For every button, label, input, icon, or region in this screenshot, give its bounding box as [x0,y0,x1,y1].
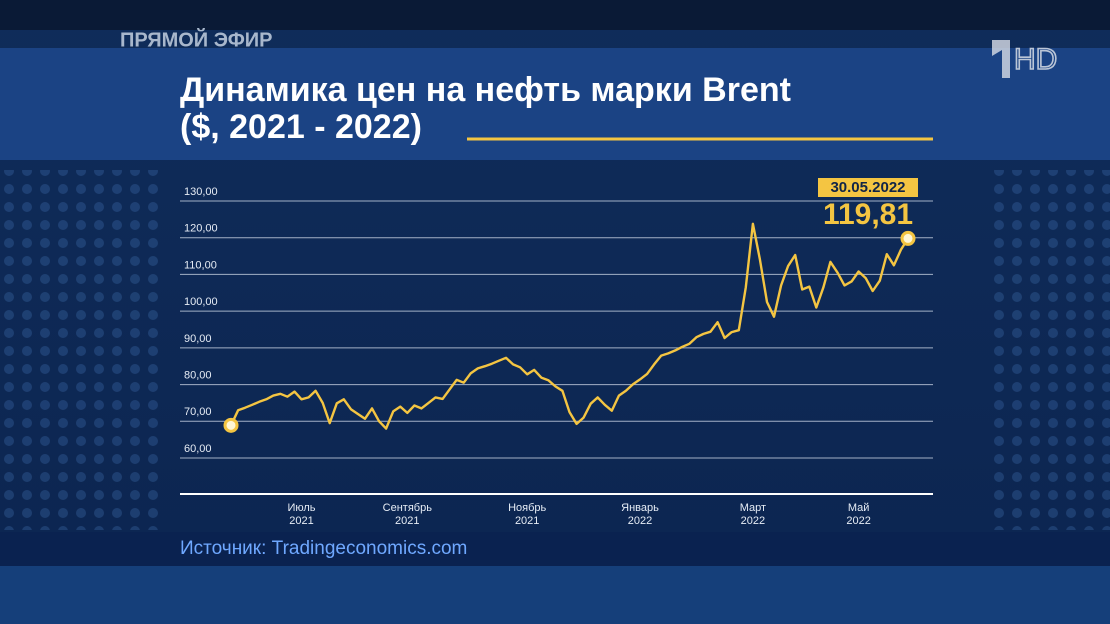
x-tick-label: Ноябрь 2021 [508,502,546,527]
x-tick-label: Сентябрь 2021 [383,502,433,527]
title-band [0,48,1110,160]
date-badge [818,178,918,197]
y-tick-label: 100,00 [184,296,218,308]
price-line [229,222,910,430]
y-tick-label: 70,00 [184,406,212,418]
y-tick-label: 130,00 [184,186,218,198]
x-tick-label: Май 2022 [846,502,870,527]
y-tick-label: 120,00 [184,223,218,235]
y-tick-label: 110,00 [184,259,217,271]
dots-right [990,170,1110,530]
y-tick-label: 60,00 [184,443,212,455]
source-band [0,532,1110,566]
channel-logo [992,40,1010,78]
live-label: ПРЯМОЙ ЭФИР [120,27,273,51]
y-tick-label: 80,00 [184,369,212,381]
end-point [223,417,239,433]
x-tick-label: Январь 2022 [621,502,659,527]
top-strip [0,0,1110,30]
channel-hd: HD [1014,43,1057,76]
y-tick-label: 90,00 [184,333,212,345]
dots-left [0,170,160,530]
end-point [900,230,916,246]
chart-title: Динамика цен на нефть марки Brent [180,71,791,109]
chart-subtitle: ($, 2021 - 2022) [180,108,422,146]
bottom-band [0,566,1110,624]
annotation-value: 119,81 [823,198,913,231]
source: Источник: Tradingeconomics.com [180,538,467,559]
x-tick-label: Июль 2021 [287,502,315,527]
annotation-date: 30.05.2022 [830,179,905,196]
x-tick-label: Март 2022 [740,502,766,527]
